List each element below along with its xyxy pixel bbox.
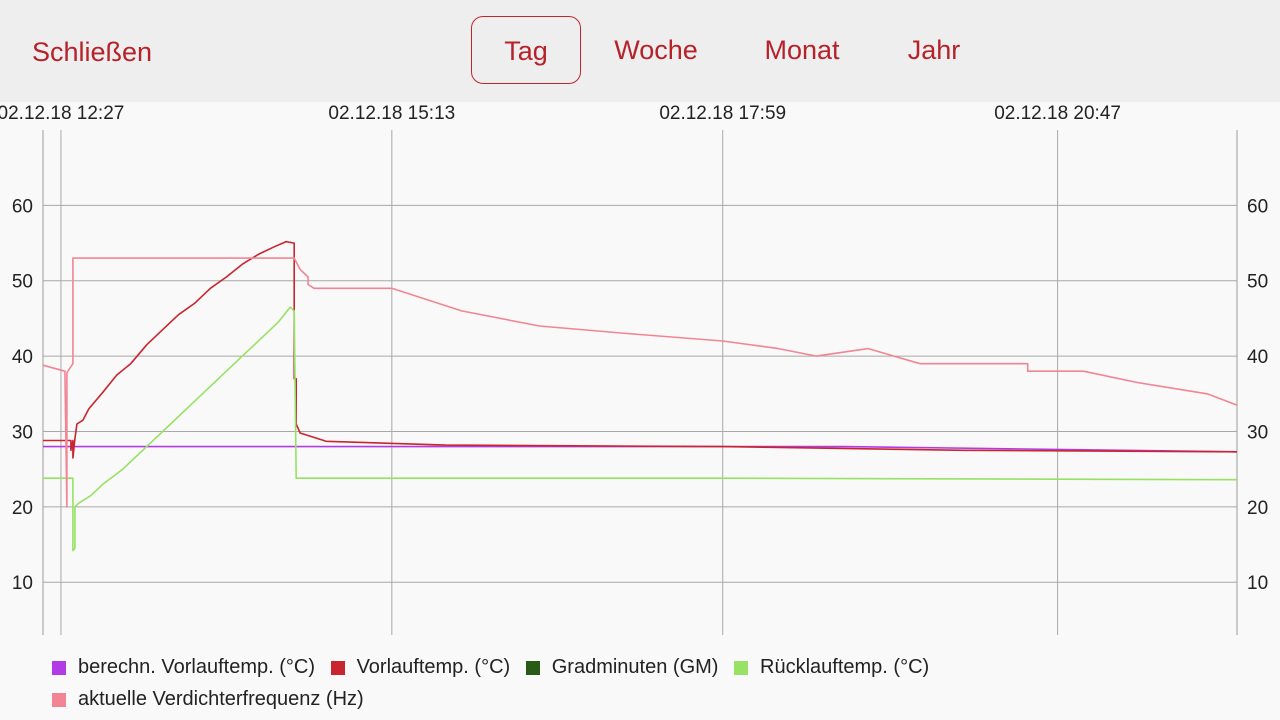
close-button[interactable]: Schließen bbox=[32, 37, 153, 67]
series-line-ruecklauf bbox=[43, 306, 1238, 552]
legend-item-gradminuten: Gradminuten (GM) bbox=[525, 656, 719, 679]
legend-swatch-gradminuten bbox=[525, 660, 540, 675]
legend-row-2: aktuelle Verdichterfrequenz (Hz) bbox=[52, 688, 374, 713]
y-tick-label-right: 50 bbox=[1247, 272, 1268, 293]
legend-row-1: berechn. Vorlauftemp. (°C) Vorlauftemp. … bbox=[52, 656, 939, 681]
legend-swatch-ruecklauftemp bbox=[734, 660, 749, 675]
chart-axis-labels: 10 10 20 20 30 30 40 40 50 50 60 60 02.12.18 12:27 02… bbox=[0, 103, 1268, 594]
legend-label-berechn-vorlauftemp: berechn. Vorlauftemp. (°C) bbox=[78, 656, 315, 678]
x-tick-label: 02.12.18 15:13 bbox=[328, 103, 455, 124]
y-tick-label-left: 30 bbox=[12, 422, 33, 443]
tab-woche[interactable]: Woche bbox=[614, 35, 698, 65]
legend-swatch-verdichterfrequenz bbox=[52, 692, 66, 707]
x-tick-label: 02.12.18 12:27 bbox=[0, 103, 124, 124]
tab-tag[interactable]: Tag bbox=[471, 16, 581, 84]
legend-swatch-vorlauftemp bbox=[330, 660, 345, 675]
chart-series bbox=[42, 240, 1238, 552]
y-tick-label-left: 10 bbox=[12, 573, 33, 594]
legend-item-ruecklauftemp: Rücklauftemp. (°C) bbox=[734, 656, 929, 679]
legend-label-verdichterfrequenz: aktuelle Verdichterfrequenz (Hz) bbox=[78, 688, 364, 710]
y-tick-label-left: 50 bbox=[12, 272, 33, 293]
legend-item-verdichterfrequenz: aktuelle Verdichterfrequenz (Hz) bbox=[52, 688, 364, 711]
y-tick-label-left: 40 bbox=[12, 347, 33, 368]
y-tick-label-left: 60 bbox=[12, 196, 33, 217]
series-line-vorlauf bbox=[43, 240, 1238, 459]
legend-label-ruecklauftemp: Rücklauftemp. (°C) bbox=[760, 656, 930, 678]
legend-swatch-berechn-vorlauftemp bbox=[52, 660, 66, 675]
legend-item-vorlauftemp: Vorlauftemp. (°C) bbox=[330, 656, 511, 679]
y-tick-label-right: 20 bbox=[1247, 498, 1268, 519]
top-toolbar: Schließen Tag Woche Monat Jahr bbox=[0, 0, 1280, 102]
y-tick-label-left: 20 bbox=[12, 498, 33, 519]
tab-jahr[interactable]: Jahr bbox=[907, 35, 961, 65]
chart-grid bbox=[42, 130, 1238, 635]
series-line-verdichter bbox=[42, 257, 1238, 508]
y-tick-label-right: 60 bbox=[1247, 196, 1268, 217]
legend-item-berechn-vorlauftemp: berechn. Vorlauftemp. (°C) bbox=[52, 656, 315, 679]
x-tick-label: 02.12.18 17:59 bbox=[659, 103, 786, 124]
line-chart[interactable]: 10 10 20 20 30 30 40 40 50 50 60 60 02.12.18 12:27 02… bbox=[0, 0, 1280, 650]
y-tick-label-right: 30 bbox=[1247, 422, 1268, 443]
y-tick-label-right: 10 bbox=[1247, 573, 1268, 594]
tab-monat[interactable]: Monat bbox=[764, 35, 840, 65]
legend-label-gradminuten: Gradminuten (GM) bbox=[551, 656, 719, 678]
x-tick-label: 02.12.18 20:47 bbox=[994, 103, 1121, 124]
legend-label-vorlauftemp: Vorlauftemp. (°C) bbox=[356, 656, 511, 678]
y-tick-label-right: 40 bbox=[1247, 347, 1268, 368]
